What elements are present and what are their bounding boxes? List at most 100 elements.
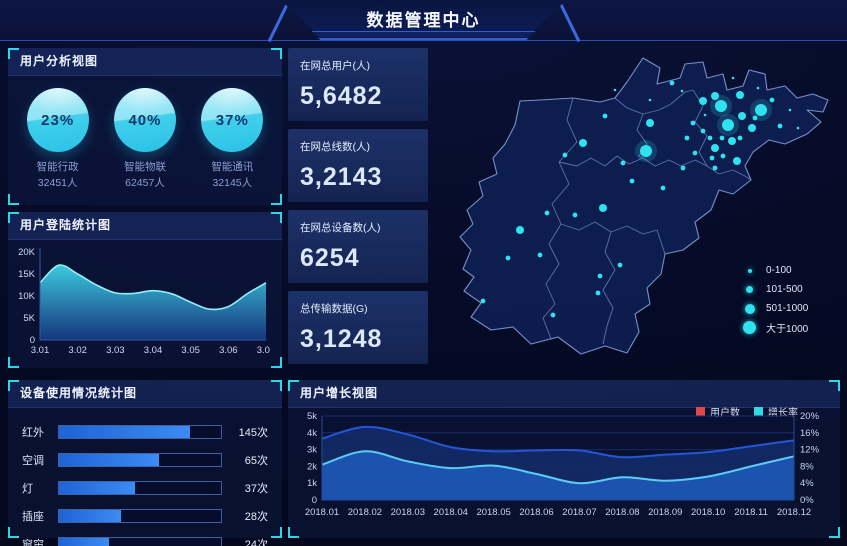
- header-slash-left-icon: [267, 0, 291, 43]
- map-scatter-dots: [480, 76, 800, 318]
- map-inner-border: [614, 89, 694, 115]
- map-inner-border: [542, 97, 578, 340]
- legend-label: 用户数: [710, 408, 740, 419]
- sphere-gauge: 40% 智能物联 62457人: [105, 88, 185, 192]
- map-legend-label: 0-100: [766, 265, 792, 276]
- sphere-name: 智能物联: [123, 161, 166, 173]
- device-bar-track: [58, 481, 222, 495]
- device-bar-fill: [59, 482, 136, 494]
- device-name: 红外: [22, 427, 44, 439]
- right-y-axis-label: 20%: [800, 411, 820, 422]
- y-axis-label: 0: [30, 335, 35, 346]
- device-bar-row: 插座 28次: [22, 506, 268, 526]
- sphere-circle: 40%: [113, 88, 176, 152]
- x-axis-label: 2018.03: [391, 507, 425, 518]
- map-legend-row: 501-1000: [743, 299, 808, 318]
- corner-accent-icon: [271, 380, 282, 391]
- panel-user-growth: 用户增长视图 用户数 增长率 0 1k 2k 3k 4k 5k 0% 4% 8% 12% 16% 20%…: [288, 380, 840, 538]
- corner-accent-icon: [271, 48, 282, 59]
- corner-accent-icon: [288, 380, 299, 391]
- panel-title-device-usage: 设备使用情况统计图: [8, 380, 282, 408]
- corner-accent-icon: [8, 48, 19, 59]
- legend-item: 增长率: [754, 404, 798, 419]
- panel-user-analysis: 用户分析视图 23% 智能行政 32451人 40% 智能物联 62457人 37% 智能通讯…: [8, 48, 282, 205]
- corner-accent-icon: [271, 212, 282, 223]
- left-y-axis-label: 2k: [307, 461, 317, 472]
- x-axis-label: 3.07: [257, 345, 270, 356]
- legend-dot-icon: [744, 303, 755, 314]
- header-bar: 数据管理中心: [0, 0, 847, 43]
- map-legend-label: 大于1000: [766, 324, 809, 335]
- map-inner-border: [636, 113, 648, 159]
- x-axis-label: 2018.07: [562, 507, 596, 518]
- kpi-value: 5,6482: [300, 82, 383, 110]
- device-bar-track: [58, 453, 222, 467]
- device-bar-track: [58, 425, 222, 439]
- panel-device-usage: 设备使用情况统计图 红外 145次 空调 65次灯 37次 插座 28次 窗帘 24次: [8, 380, 282, 546]
- x-axis-label: 3.03: [106, 345, 125, 356]
- device-bar-row: 红外 145次: [22, 422, 268, 442]
- sphere-count: 32145人: [212, 176, 253, 189]
- sphere-percent: 37%: [215, 111, 249, 129]
- device-bar-track: [58, 537, 222, 546]
- x-axis-label: 2018.08: [605, 507, 639, 518]
- right-y-axis-label: 16%: [800, 428, 820, 439]
- header-slash-right-icon: [556, 0, 580, 43]
- kpi-label: 在网总线数(人): [300, 141, 370, 153]
- y-axis-label: 10K: [18, 291, 36, 302]
- x-axis-label: 3.04: [144, 345, 163, 356]
- kpi-stat-box: 在网总设备数(人) 6254: [288, 210, 428, 283]
- sphere-label: 智能行政 32451人: [18, 160, 98, 192]
- corner-accent-icon: [8, 357, 19, 368]
- kpi-label: 在网总用户(人): [300, 60, 370, 72]
- x-axis-label: 2018.05: [476, 507, 510, 518]
- corner-accent-icon: [271, 194, 282, 205]
- sphere-name: 智能行政: [36, 161, 79, 173]
- sphere-count: 32451人: [37, 176, 78, 189]
- corner-accent-icon: [288, 527, 299, 538]
- sphere-percent: 40%: [128, 111, 162, 129]
- legend-dot-icon: [746, 286, 753, 293]
- login-area-chart: 0 5K 10K 15K 20K 3.01 3.02 3.03 3.04 3.05 3.06 3.07: [8, 240, 282, 373]
- x-axis-label: 2018.06: [519, 507, 553, 518]
- x-axis-label: 3.02: [68, 345, 87, 356]
- x-axis-label: 3.05: [181, 345, 200, 356]
- sphere-gauge-group: 23% 智能行政 32451人 40% 智能物联 62457人 37% 智能通讯 32145人: [8, 76, 282, 192]
- x-axis-label: 2018.04: [434, 507, 468, 518]
- map-legend-row: 101-500: [743, 280, 808, 299]
- device-name: 空调: [22, 455, 44, 467]
- map-inner-border: [558, 155, 752, 181]
- sphere-gauge: 37% 智能通讯 32145人: [192, 88, 272, 192]
- map-legend-label: 501-1000: [766, 303, 809, 314]
- title-container: 数据管理中心: [280, 0, 567, 37]
- sphere-label: 智能通讯 32145人: [192, 160, 272, 192]
- x-axis-label: 2018.09: [648, 507, 682, 518]
- right-y-axis-label: 12%: [800, 445, 820, 456]
- corner-accent-icon: [8, 527, 19, 538]
- device-usage-count: 145次: [238, 427, 268, 439]
- device-bar-row: 空调 65次: [22, 450, 268, 470]
- x-axis-label: 3.06: [219, 345, 238, 356]
- x-axis-label: 2018.10: [691, 507, 725, 518]
- kpi-label: 总传输数据(G): [300, 303, 368, 315]
- corner-accent-icon: [8, 194, 19, 205]
- left-y-axis-label: 4k: [307, 428, 317, 439]
- left-y-axis-label: 0: [312, 495, 317, 506]
- device-bar-fill: [59, 510, 121, 522]
- legend-swatch-icon: [696, 407, 705, 416]
- corner-accent-icon: [271, 527, 282, 538]
- kpi-stat-box: 在网总用户(人) 5,6482: [288, 48, 428, 121]
- device-bar-fill: [59, 538, 110, 546]
- device-bar-chart: 红外 145次 空调 65次灯 37次 插座 28次 窗帘 24次: [8, 408, 282, 546]
- left-y-axis-label: 3k: [307, 445, 317, 456]
- sphere-count: 62457人: [125, 176, 165, 189]
- device-name: 插座: [22, 511, 44, 523]
- device-bar-fill: [59, 454, 160, 466]
- panel-title-user-growth: 用户增长视图: [288, 380, 840, 408]
- kpi-label: 在网总设备数(人): [300, 222, 381, 234]
- device-name: 窗帘: [22, 539, 44, 546]
- right-y-axis-label: 0%: [800, 495, 814, 506]
- growth-area-chart: 0 1k 2k 3k 4k 5k 0% 4% 8% 12% 16% 20% 2018.01 2018.02…: [288, 408, 840, 539]
- panel-title-user-analysis: 用户分析视图: [8, 48, 282, 76]
